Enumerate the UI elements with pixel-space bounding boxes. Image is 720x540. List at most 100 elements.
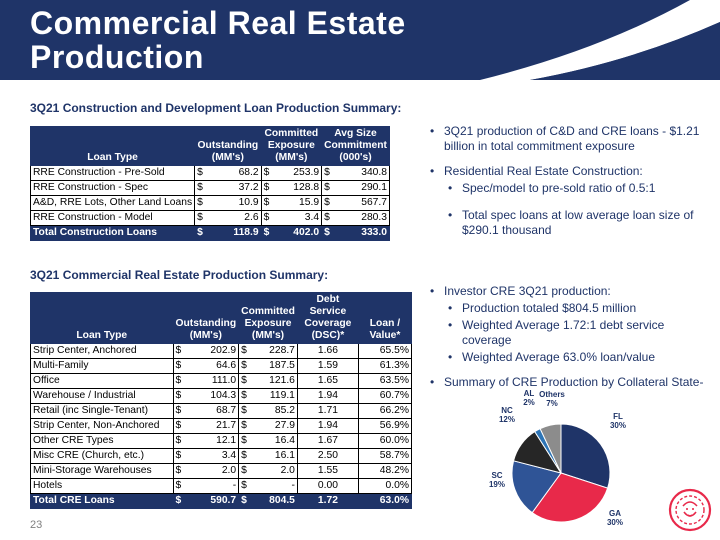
pie-label-percent: 2%: [523, 398, 535, 407]
currency-cell: $: [172, 418, 186, 434]
committed-cell: 121.6: [251, 373, 298, 389]
swoosh-decoration: [480, 0, 720, 80]
sub-bullet-item: Weighted Average 1.72:1 debt service cov…: [428, 318, 708, 348]
ltv-cell: 63.5%: [357, 373, 413, 389]
column-header: Outstanding (MM's): [194, 126, 262, 166]
table-row: RRE Construction - Model $2.6 $3.4 $280.…: [29, 210, 391, 226]
sub-bullet-item: Weighted Average 63.0% loan/value: [428, 350, 708, 365]
total-avg-size-cell: 333.0: [334, 225, 391, 241]
committed-cell: 3.4: [273, 210, 323, 226]
table-row: Other CRE Types $12.1 $16.4 1.67 60.0%: [30, 433, 413, 449]
total-outstanding-cell: 590.7: [185, 493, 240, 509]
pie-label-category: NC: [501, 406, 513, 415]
total-label-cell: Total CRE Loans: [30, 493, 174, 509]
sub-bullet-item: Spec/model to pre-sold ratio of 0.5:1: [428, 181, 703, 196]
pie-label-percent: 30%: [610, 421, 626, 430]
committed-cell: 253.9: [273, 165, 323, 181]
dsc-cell: 1.65: [296, 373, 359, 389]
pie-slice-ga: [531, 472, 609, 523]
table-row: Warehouse / Industrial $104.3 $119.1 1.9…: [30, 388, 413, 404]
dsc-cell: 2.50: [296, 448, 359, 464]
currency-cell: $: [172, 388, 186, 404]
committed-cell: 2.0: [251, 463, 298, 479]
pie-label-percent: 30%: [607, 518, 623, 527]
outstanding-cell: 202.9: [185, 343, 240, 359]
outstanding-cell: -: [185, 478, 240, 494]
bullet-item: Investor CRE 3Q21 production:: [428, 284, 708, 299]
loan-type-cell: A&D, RRE Lots, Other Land Loans: [29, 195, 196, 211]
committed-cell: 228.7: [251, 343, 298, 359]
loan-type-cell: Multi-Family: [30, 358, 174, 374]
pie-label-percent: 7%: [546, 399, 558, 408]
loan-type-cell: Other CRE Types: [30, 433, 174, 449]
table-header-row: Loan Type Outstanding (MM's) Committed E…: [30, 292, 413, 344]
committed-cell: 15.9: [273, 195, 323, 211]
outstanding-cell: 21.7: [185, 418, 240, 434]
currency-cell: $: [194, 210, 208, 226]
currency-cell: $: [238, 493, 252, 509]
currency-cell: $: [238, 448, 252, 464]
table-row: Multi-Family $64.6 $187.5 1.59 61.3%: [30, 358, 413, 374]
pie-slice-sc: [511, 460, 562, 514]
avg-size-cell: 280.3: [334, 210, 391, 226]
table-total-row: Total CRE Loans $590.7 $804.5 1.72 63.0%: [30, 493, 413, 509]
committed-cell: 16.1: [251, 448, 298, 464]
table-row: Strip Center, Anchored $202.9 $228.7 1.6…: [30, 343, 413, 359]
bullet-item: Summary of CRE Production by Collateral …: [428, 375, 708, 390]
pie-label-percent: 12%: [499, 415, 515, 424]
bullet-item: Residential Real Estate Construction:: [428, 164, 703, 179]
ltv-cell: 60.0%: [357, 433, 413, 449]
dsc-cell: 1.71: [296, 403, 359, 419]
loan-type-cell: RRE Construction - Pre-Sold: [29, 165, 196, 181]
total-label-cell: Total Construction Loans: [29, 225, 196, 241]
currency-cell: $: [260, 180, 274, 196]
pie-label-category: Others: [539, 390, 565, 399]
currency-cell: $: [260, 195, 274, 211]
column-header: Loan Type: [30, 292, 174, 344]
dsc-cell: 1.55: [296, 463, 359, 479]
pie-label-category: GA: [609, 509, 621, 518]
sub-bullet-item: Total spec loans at low average loan siz…: [428, 208, 703, 238]
currency-cell: $: [172, 343, 186, 359]
table-row: A&D, RRE Lots, Other Land Loans $10.9 $1…: [29, 195, 391, 211]
pie-slice-fl: [560, 423, 611, 489]
title-bar: Commercial Real Estate Production: [0, 0, 720, 80]
currency-cell: $: [238, 388, 252, 404]
currency-cell: $: [172, 448, 186, 464]
ltv-cell: 58.7%: [357, 448, 413, 464]
pie-label-percent: 19%: [489, 480, 505, 489]
currency-cell: $: [172, 433, 186, 449]
sub-bullet-item: Production totaled $804.5 million: [428, 301, 708, 316]
currency-cell: $: [238, 418, 252, 434]
cre-production-table: Loan Type Outstanding (MM's) Committed E…: [30, 292, 413, 509]
currency-cell: $: [194, 195, 208, 211]
currency-cell: $: [172, 373, 186, 389]
bullets-bottom: Investor CRE 3Q21 production: Production…: [428, 284, 708, 390]
lion-logo-icon: [668, 488, 712, 532]
committed-cell: 128.8: [273, 180, 323, 196]
currency-cell: $: [172, 403, 186, 419]
currency-cell: $: [194, 165, 208, 181]
column-header: Avg Size Commitment (000's): [321, 126, 390, 166]
currency-cell: $: [172, 358, 186, 374]
loan-type-cell: Mini-Storage Warehouses: [30, 463, 174, 479]
currency-cell: $: [260, 210, 274, 226]
total-dsc-cell: 1.72: [296, 493, 359, 509]
pie-slice-others: [539, 423, 562, 474]
currency-cell: $: [238, 478, 252, 494]
table1-heading: 3Q21 Construction and Development Loan P…: [30, 101, 402, 115]
table-header-row: Loan Type Outstanding (MM's) Committed E…: [29, 126, 390, 166]
committed-cell: -: [251, 478, 298, 494]
currency-cell: $: [238, 358, 252, 374]
currency-cell: $: [238, 373, 252, 389]
committed-cell: 85.2: [251, 403, 298, 419]
currency-cell: $: [238, 463, 252, 479]
currency-cell: $: [172, 493, 186, 509]
currency-cell: $: [238, 433, 252, 449]
currency-cell: $: [172, 463, 186, 479]
currency-cell: $: [238, 343, 252, 359]
loan-type-cell: RRE Construction - Spec: [29, 180, 196, 196]
slide-title: Commercial Real Estate Production: [30, 6, 550, 74]
dsc-cell: 1.94: [296, 418, 359, 434]
